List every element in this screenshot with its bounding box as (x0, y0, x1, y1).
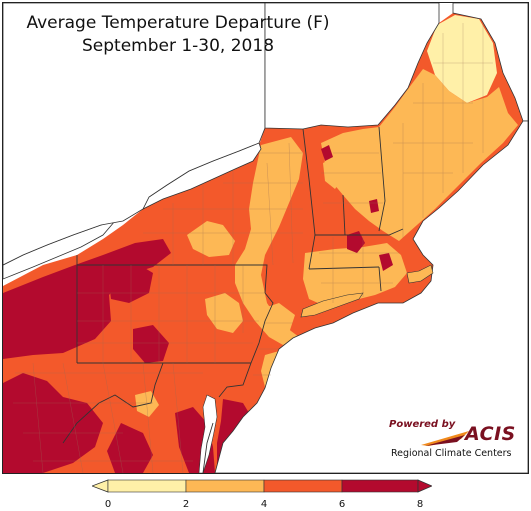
region-2-4-pa-south (205, 293, 243, 333)
county-lines (13, 23, 493, 473)
legend-bin-6-8 (341, 479, 419, 493)
legend-tick-8: 8 (416, 499, 424, 510)
legend-tick-4: 4 (260, 499, 268, 510)
region-2-4-nj (261, 303, 295, 339)
acis-swoosh-icon (421, 431, 469, 446)
map-frame: Average Temperature Departure (F) Septem… (2, 2, 529, 474)
legend-arrow-low (90, 479, 109, 493)
legend-bin-2-4 (185, 479, 265, 493)
long-island (300, 292, 364, 318)
region-6-8-pa-southcentral (133, 325, 169, 363)
legend-tick-2: 2 (182, 499, 190, 510)
region-6-8-pa-central (107, 261, 153, 303)
region-6-8-vt-spot (321, 145, 333, 161)
region-6-8-ohio-wv (3, 373, 103, 473)
chesapeake-bay (198, 394, 218, 473)
acis-logo: Powered by ACIS Regional Climate Centers (387, 417, 519, 463)
region-6-8-virginia (107, 423, 153, 473)
color-legend: 0 2 4 6 8 (90, 478, 434, 510)
legend-bin-4-6 (263, 479, 343, 493)
legend-tick-6: 6 (338, 499, 346, 510)
region-2-4-new-england (321, 69, 518, 241)
region-0-2-maine (427, 15, 497, 103)
canada-land (3, 3, 266, 266)
powered-by-text: Powered by (389, 419, 456, 430)
state-borders (62, 126, 404, 473)
region-6-8-ny-spot (347, 231, 365, 253)
map-title: Average Temperature Departure (F) (26, 13, 330, 33)
map-subtitle: September 1-30, 2018 (81, 36, 275, 56)
region-2-4-vt (323, 155, 345, 189)
region-6-8-ma-spot (379, 253, 393, 271)
cape-cod (406, 264, 434, 284)
canada-new-brunswick (452, 3, 528, 122)
atlantic-ocean (214, 120, 528, 473)
legend-bin-0-2 (107, 479, 187, 493)
regional-climate-centers-text: Regional Climate Centers (391, 448, 512, 459)
legend-colorbar (90, 479, 434, 493)
legend-tick-0: 0 (104, 499, 112, 510)
region-6-8-nh-spot (369, 199, 379, 213)
region-2-4-ny-central (187, 221, 235, 257)
temperature-departure-map (3, 3, 528, 473)
legend-arrow-high (417, 479, 434, 493)
acis-wordmark: ACIS (465, 423, 516, 445)
